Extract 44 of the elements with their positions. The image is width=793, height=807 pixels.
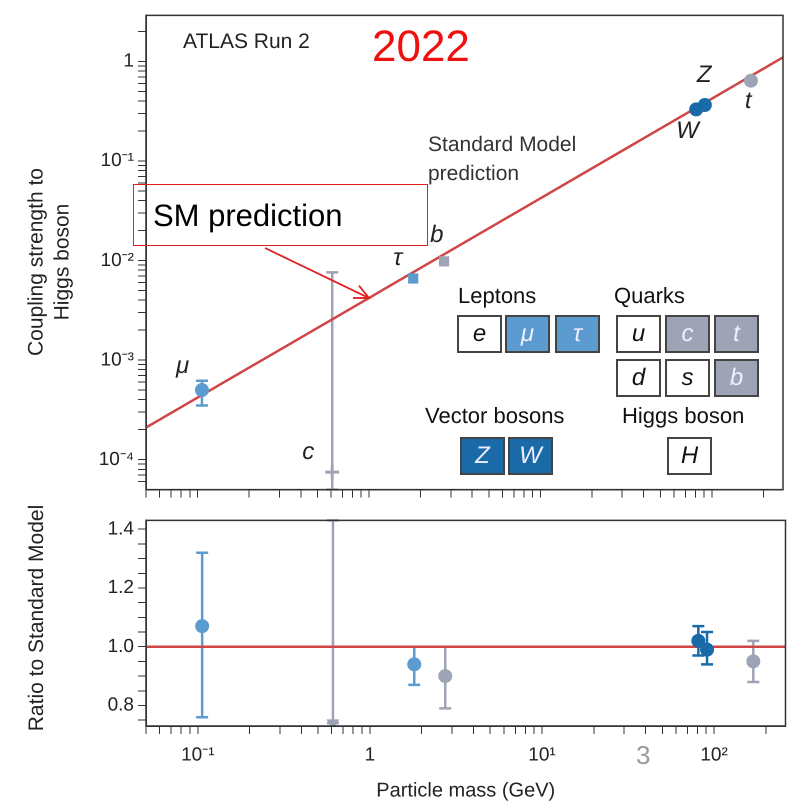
annotation: b bbox=[730, 364, 744, 391]
text: 3 bbox=[636, 740, 650, 770]
annotation: Quarks bbox=[614, 283, 685, 308]
y-axis-title: Coupling strength to Higgs boson bbox=[24, 168, 74, 356]
series-label: τ bbox=[393, 244, 402, 272]
series-label: Standard Model prediction bbox=[428, 133, 576, 185]
annotation: Higgs boson bbox=[622, 403, 744, 428]
annotation: Leptons bbox=[458, 283, 536, 308]
annotation: SM prediction bbox=[153, 198, 343, 233]
annotation: 2022 bbox=[372, 22, 470, 71]
y-tick-label: 1.0 bbox=[108, 636, 134, 657]
x-tick-label: 1 bbox=[364, 744, 376, 766]
annotation: τ bbox=[573, 320, 582, 347]
annotation: u bbox=[632, 320, 646, 347]
y-tick-label: 1 bbox=[123, 50, 134, 72]
x-tick-label: 10¹ bbox=[528, 744, 556, 766]
y-axis-title: Ratio to Standard Model bbox=[25, 504, 48, 732]
x-tick-label: 10⁻¹ bbox=[181, 744, 215, 766]
x-tick-label: 10² bbox=[700, 744, 728, 766]
y-tick-label: 1.4 bbox=[108, 518, 134, 540]
series-label: W bbox=[676, 117, 699, 144]
annotation: μ bbox=[520, 320, 534, 347]
series-label: c bbox=[302, 438, 314, 466]
y-tick-label: 1.2 bbox=[108, 577, 134, 598]
annotation: s bbox=[682, 364, 694, 391]
series-label: Z bbox=[696, 61, 712, 88]
annotation: Vector bosons bbox=[425, 403, 564, 428]
annotation: e bbox=[472, 320, 486, 347]
series-label: t bbox=[744, 86, 752, 114]
y-tick-label: 10⁻⁴ bbox=[98, 448, 134, 470]
y-tick-label: 10⁻² bbox=[100, 250, 134, 271]
y-tick-label: 10⁻³ bbox=[100, 349, 134, 370]
annotation: t bbox=[733, 320, 740, 347]
series-label: b bbox=[430, 221, 444, 248]
series-label: μ bbox=[176, 352, 190, 380]
annotation: H bbox=[680, 442, 698, 469]
x-axis-title: Particle mass (GeV) bbox=[376, 780, 556, 802]
y-tick-label: 0.8 bbox=[108, 694, 134, 716]
annotation: Z bbox=[475, 442, 490, 469]
y-tick-label: 10⁻¹ bbox=[100, 150, 134, 172]
annotation: ATLAS Run 2 bbox=[183, 30, 310, 53]
annotation: W bbox=[519, 442, 542, 469]
annotation: c bbox=[682, 320, 694, 347]
annotation: d bbox=[632, 364, 646, 391]
